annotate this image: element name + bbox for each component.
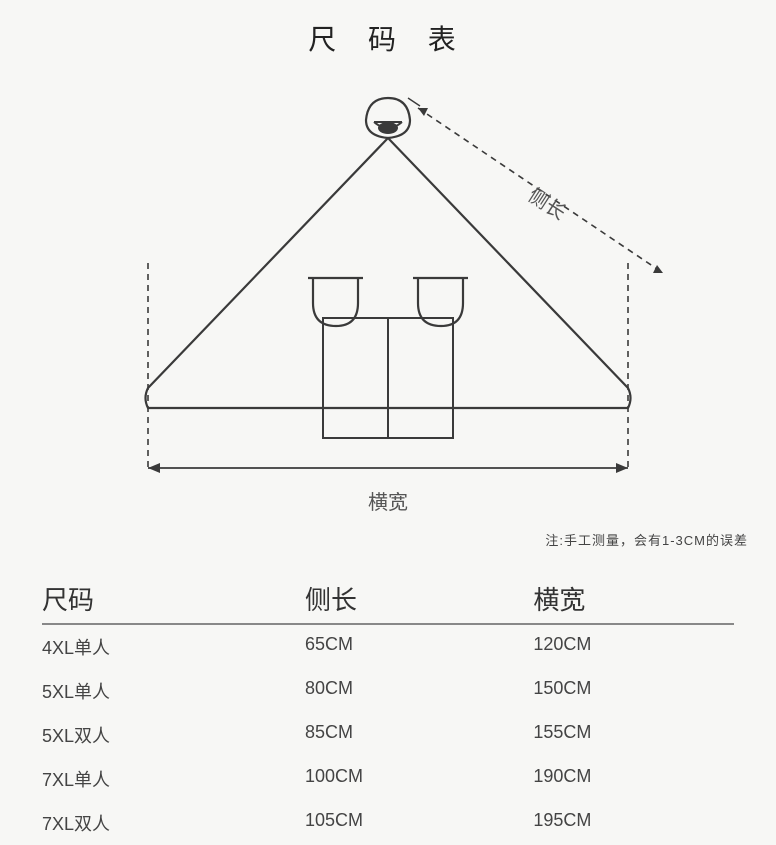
cell: 195CM xyxy=(533,810,734,836)
table-body: 4XL单人 65CM 120CM 5XL单人 80CM 150CM 5XL双人 … xyxy=(42,625,734,845)
col-size: 尺码 xyxy=(42,580,305,617)
cell: 4XL单人 xyxy=(42,634,305,660)
measurement-note: 注:手工测量，会有1-3CM的误差 xyxy=(545,530,748,549)
diagram-svg xyxy=(108,78,668,498)
cell: 190CM xyxy=(533,766,734,792)
table-row: 5XL双人 85CM 155CM xyxy=(42,713,734,757)
cell: 150CM xyxy=(533,678,734,704)
cell: 155CM xyxy=(533,722,734,748)
cell: 120CM xyxy=(533,634,734,660)
table-row: 7XL单人 100CM 190CM xyxy=(42,757,734,801)
table-row: 5XL单人 80CM 150CM xyxy=(42,669,734,713)
cell: 85CM xyxy=(305,722,533,748)
table-row: 4XL单人 65CM 120CM xyxy=(42,625,734,669)
width-label: 横宽 xyxy=(108,486,668,515)
size-table: 尺码 侧长 横宽 4XL单人 65CM 120CM 5XL单人 80CM 150… xyxy=(42,580,734,845)
cell: 100CM xyxy=(305,766,533,792)
cell: 105CM xyxy=(305,810,533,836)
cell: 7XL双人 xyxy=(42,810,305,836)
page-title: 尺 码 表 xyxy=(0,0,776,58)
cell: 65CM xyxy=(305,634,533,660)
col-side: 侧长 xyxy=(305,580,533,617)
table-row: 7XL双人 105CM 195CM xyxy=(42,801,734,845)
cell: 7XL单人 xyxy=(42,766,305,792)
size-diagram: 侧长 横宽 xyxy=(108,78,668,498)
cell: 80CM xyxy=(305,678,533,704)
table-header: 尺码 侧长 横宽 xyxy=(42,580,734,625)
cell: 5XL双人 xyxy=(42,722,305,748)
col-width: 横宽 xyxy=(533,580,734,617)
cell: 5XL单人 xyxy=(42,678,305,704)
